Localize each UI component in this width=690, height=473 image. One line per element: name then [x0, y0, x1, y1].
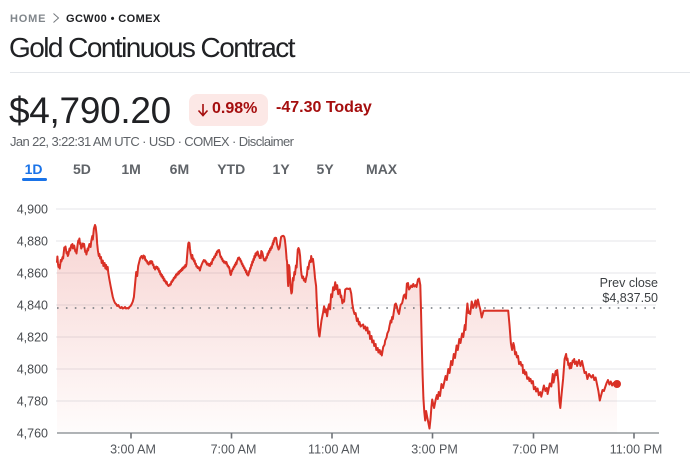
svg-text:11:00 AM: 11:00 AM — [308, 443, 360, 457]
svg-text:4,800: 4,800 — [17, 362, 48, 376]
svg-text:4,860: 4,860 — [17, 266, 48, 280]
svg-text:$4,837.50: $4,837.50 — [602, 291, 658, 305]
svg-text:Prev close: Prev close — [600, 276, 658, 290]
svg-text:4,840: 4,840 — [17, 298, 48, 312]
svg-text:4,820: 4,820 — [17, 330, 48, 344]
svg-text:3:00 AM: 3:00 AM — [110, 443, 156, 457]
svg-text:3:00 PM: 3:00 PM — [411, 443, 458, 457]
svg-text:7:00 PM: 7:00 PM — [512, 443, 559, 457]
svg-text:4,780: 4,780 — [17, 394, 48, 408]
svg-text:11:00 PM: 11:00 PM — [610, 443, 663, 457]
svg-text:4,880: 4,880 — [17, 234, 48, 248]
svg-text:4,900: 4,900 — [17, 202, 48, 216]
svg-text:7:00 AM: 7:00 AM — [211, 443, 257, 457]
svg-text:4,760: 4,760 — [17, 426, 48, 440]
